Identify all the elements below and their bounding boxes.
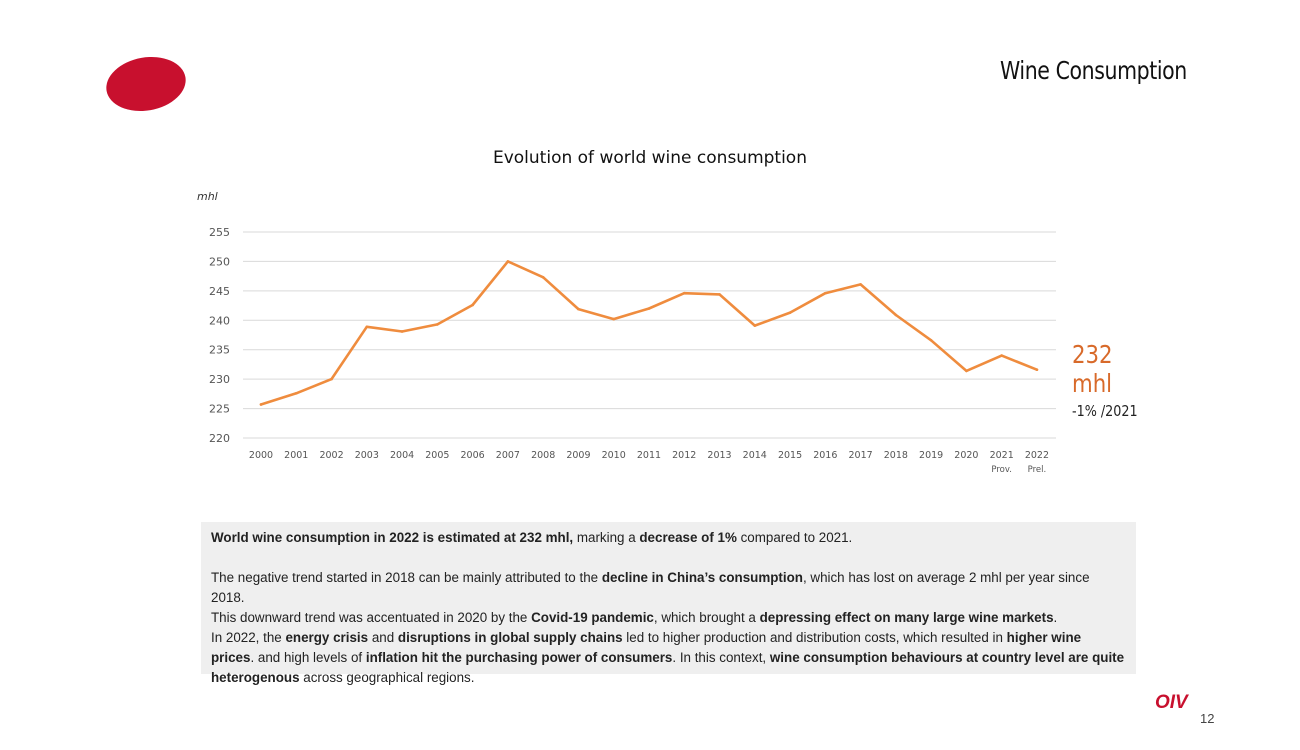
data-point	[1035, 368, 1039, 372]
page-number: 12	[1200, 711, 1215, 726]
y-axis-tick-labels: 255 250 245 240 235 230 225 220	[209, 226, 230, 445]
x-tick-label: 2003	[355, 450, 379, 461]
summary-paragraph-1: World wine consumption in 2022 is estima…	[211, 528, 1126, 548]
x-tick-label: 2009	[566, 450, 590, 461]
summary-text-run: decline in China’s consumption	[601, 570, 803, 585]
x-tick-label: 2015	[778, 450, 802, 461]
summary-text-box: World wine consumption in 2022 is estima…	[201, 522, 1136, 685]
summary-text-run: higher wine prices	[211, 630, 1082, 665]
summary-text-run: marking a	[573, 530, 640, 545]
summary-text-run: This downward trend was accentuated in 2…	[211, 610, 532, 625]
data-point	[612, 317, 615, 321]
x-tick-label: 2004	[390, 450, 414, 461]
callout-unit: mhl	[1072, 369, 1113, 398]
x-tick-label: 2010	[602, 450, 626, 461]
x-tick-label: 2011	[637, 450, 661, 461]
oiv-red-logo-shape	[106, 56, 186, 112]
x-tick-sublabel: Prel.	[1028, 465, 1047, 475]
summary-text-run: . and high levels of	[250, 650, 366, 665]
x-tick-label: 2021	[990, 450, 1014, 461]
data-point	[294, 391, 298, 395]
page-title: Wine Consumption	[1000, 56, 1187, 85]
x-tick-label: 2007	[496, 450, 520, 461]
summary-paragraph-2: The negative trend started in 2018 can b…	[211, 568, 1126, 688]
data-point	[471, 303, 474, 307]
summary-text-run: across geographical regions.	[299, 670, 475, 685]
x-tick-label: 2006	[461, 450, 485, 461]
summary-text-run: .	[1053, 610, 1058, 625]
summary-text-run: led to higher production and distributio…	[622, 630, 1007, 645]
y-tick-label: 255	[209, 226, 230, 239]
x-tick-label: 2018	[884, 450, 908, 461]
summary-text-run: World wine consumption in 2022 is estima…	[211, 530, 574, 545]
data-point	[400, 330, 404, 333]
x-tick-label: 2014	[743, 450, 767, 461]
x-tick-label: 2020	[954, 450, 978, 461]
data-point	[1000, 354, 1003, 357]
summary-text-run: decrease of 1%	[639, 530, 737, 545]
x-tick-label: 2000	[249, 450, 273, 461]
data-point	[859, 283, 862, 286]
chart-title: Evolution of world wine consumption	[492, 148, 807, 168]
summary-text-run: , which brought a	[653, 610, 760, 625]
y-axis-label: mhl	[197, 190, 218, 203]
data-point	[330, 377, 333, 381]
oiv-logo-text: OIV	[1155, 692, 1188, 713]
y-tick-label: 240	[209, 314, 230, 327]
callout-change: -1% /2021	[1072, 402, 1138, 420]
summary-text-run: The negative trend started in 2018 can b…	[211, 570, 602, 585]
data-point	[682, 291, 686, 295]
data-point	[506, 260, 510, 263]
x-tick-label: 2022	[1025, 450, 1049, 461]
y-tick-label: 245	[209, 285, 230, 298]
y-tick-label: 230	[209, 373, 230, 386]
summary-text-run: compared to 2021.	[736, 530, 853, 545]
x-tick-sublabel: Prov.	[991, 465, 1012, 475]
summary-text-run: wine consumption behaviours at country l…	[211, 650, 1125, 685]
x-tick-label: 2016	[813, 450, 837, 461]
x-axis-tick-labels: 2000 2001 2002 2003 2004 2005 2006 2007 2008 2009…	[249, 450, 1049, 475]
summary-text-run: . In this context,	[672, 650, 770, 665]
data-point	[753, 324, 757, 327]
y-tick-label: 220	[209, 432, 230, 445]
summary-text-run: , which has lost on average 2 mhl per ye…	[211, 570, 1090, 605]
callout-value: 232	[1072, 340, 1113, 369]
summary-text-run: inflation hit the purchasing power of co…	[365, 650, 673, 665]
y-tick-label: 250	[209, 255, 230, 268]
data-point	[965, 369, 968, 373]
x-tick-label: 2019	[919, 450, 943, 461]
data-point	[824, 291, 827, 295]
x-tick-label: 2017	[848, 450, 872, 461]
data-point	[436, 323, 439, 326]
series-line	[259, 260, 1039, 406]
x-tick-label: 2002	[319, 450, 343, 461]
data-point	[894, 313, 898, 317]
x-tick-label: 2013	[707, 450, 731, 461]
summary-text-run: In 2022, the	[211, 630, 286, 645]
data-point	[541, 276, 545, 279]
data-point	[929, 338, 933, 342]
summary-text-run: Covid-19 pandemic	[531, 610, 654, 625]
y-tick-label: 235	[209, 344, 230, 357]
data-point	[577, 307, 580, 311]
data-point	[788, 311, 792, 314]
x-tick-label: 2005	[425, 450, 449, 461]
x-tick-label: 2012	[672, 450, 696, 461]
x-tick-label: 2008	[531, 450, 555, 461]
latest-value-callout: 232 mhl -1% /2021	[1072, 340, 1149, 420]
data-point	[647, 307, 651, 310]
chart-gridlines	[243, 231, 1056, 439]
series-wine-consumption	[259, 260, 1039, 406]
data-point	[365, 325, 369, 329]
y-tick-label: 225	[209, 403, 230, 416]
summary-text-run: disruptions in global supply chains	[397, 630, 623, 645]
summary-text-run: energy crisis	[285, 630, 369, 645]
x-tick-label: 2001	[284, 450, 308, 461]
data-point	[718, 293, 721, 296]
summary-text-run: depressing effect on many large wine mar…	[759, 610, 1054, 625]
summary-text-run: and	[368, 630, 398, 645]
data-point	[259, 403, 263, 406]
